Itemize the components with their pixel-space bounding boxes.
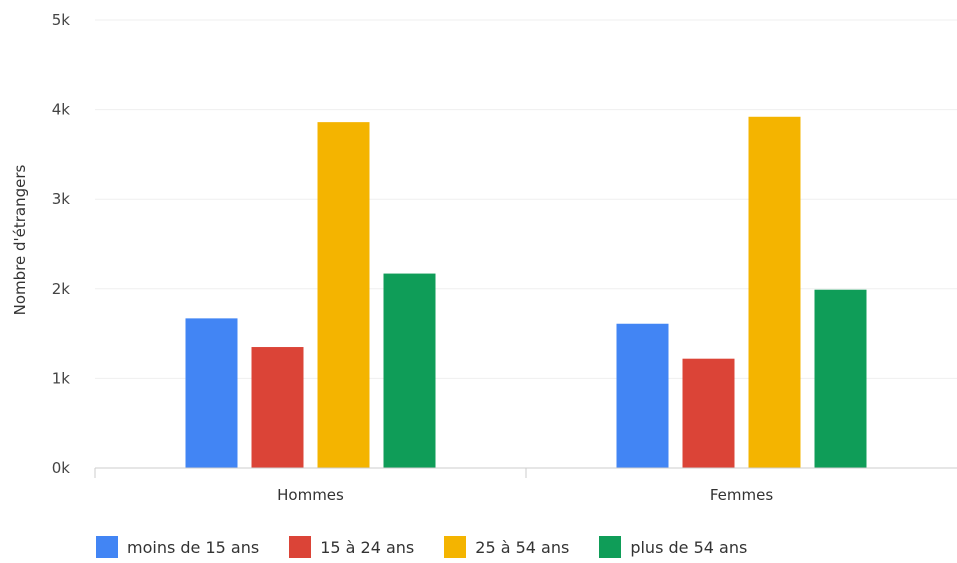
legend-swatch	[96, 536, 118, 558]
y-tick-label: 1k	[52, 369, 71, 387]
legend-item: moins de 15 ans	[96, 536, 259, 558]
bar	[383, 273, 436, 468]
bar	[814, 289, 867, 468]
legend-item: 15 à 24 ans	[289, 536, 414, 558]
legend-item: plus de 54 ans	[599, 536, 747, 558]
bar	[616, 323, 669, 468]
legend-label: moins de 15 ans	[127, 537, 260, 557]
bar	[682, 358, 735, 468]
x-category-label: Hommes	[277, 486, 344, 504]
legend-label: plus de 54 ans	[630, 537, 748, 557]
y-axis-title: Nombre d'étrangers	[11, 164, 29, 315]
y-tick-label: 3k	[52, 190, 71, 208]
legend-swatch	[289, 536, 312, 558]
y-axis-ticks: 0k 1k 2k 3k 4k 5k	[52, 11, 71, 477]
y-tick-label: 2k	[52, 280, 71, 298]
y-tick-label: 5k	[52, 11, 71, 29]
legend-label: 15 à 24 ans	[320, 537, 415, 557]
y-tick-label: 4k	[52, 101, 71, 119]
bars	[185, 116, 867, 469]
x-axis: Hommes Femmes	[94, 467, 957, 504]
y-tick-label: 0k	[52, 459, 71, 477]
legend-label: 25 à 54 ans	[475, 537, 570, 557]
bar	[748, 116, 801, 468]
bar	[185, 318, 238, 468]
gridlines	[95, 19, 957, 379]
legend-swatch	[599, 536, 622, 558]
legend: moins de 15 ans 15 à 24 ans 25 à 54 ans plu…	[96, 536, 747, 558]
bar	[251, 347, 304, 468]
legend-item: 25 à 54 ans	[444, 536, 569, 558]
legend-swatch	[444, 536, 467, 558]
x-category-label: Femmes	[710, 486, 773, 504]
bar	[317, 122, 370, 469]
